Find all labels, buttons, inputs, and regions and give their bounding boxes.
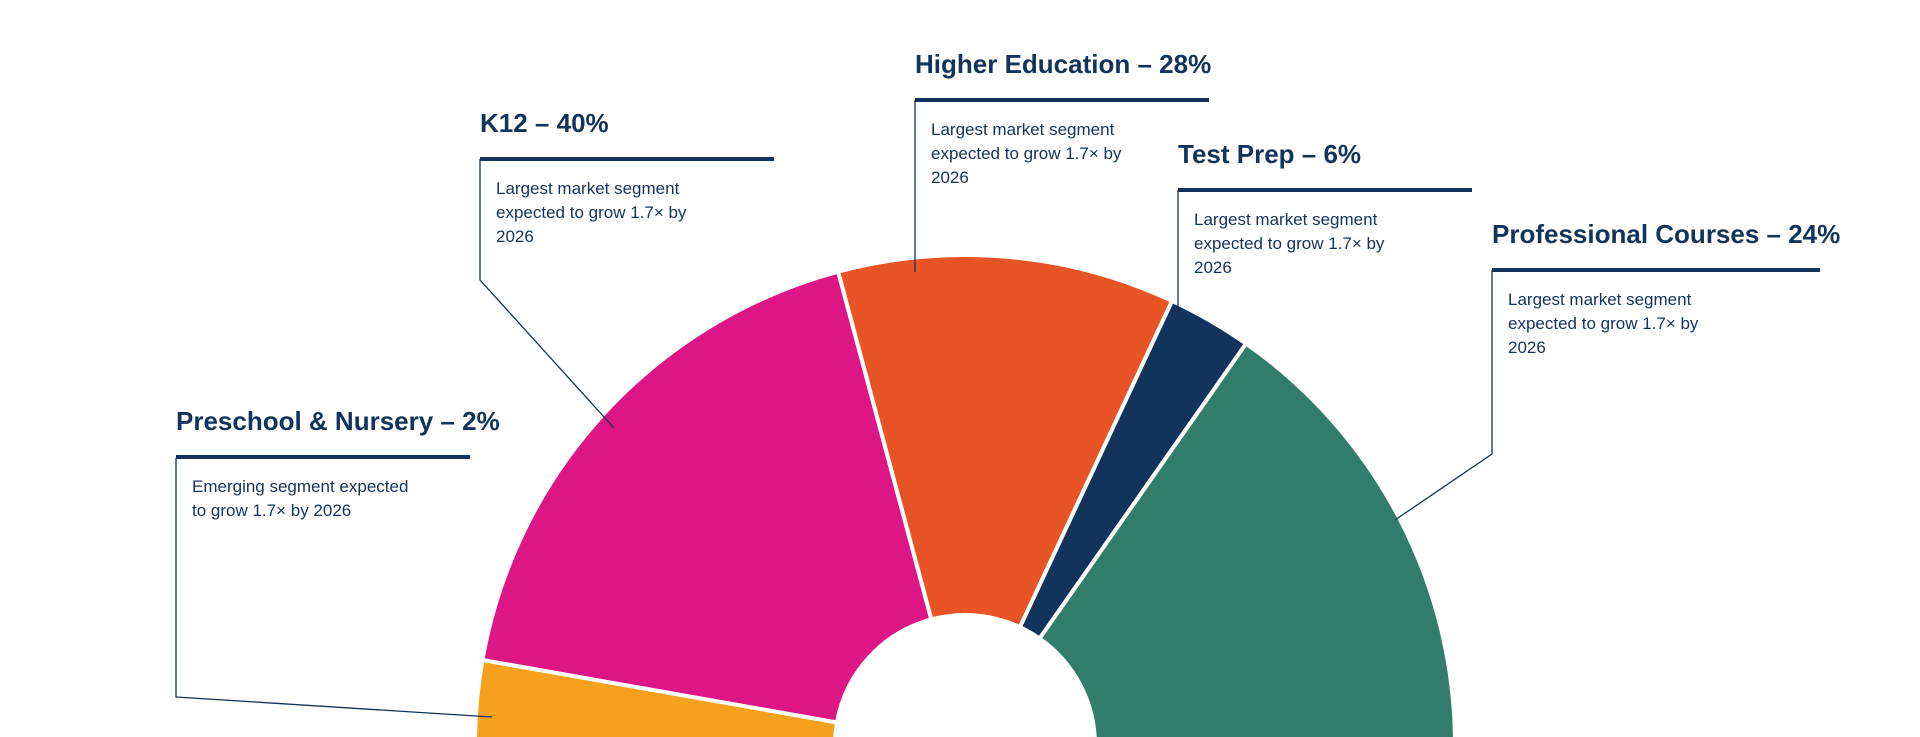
slice-description-line: Largest market segment bbox=[1194, 210, 1378, 229]
label-higher-education: Higher Education – 28% Largest market seg… bbox=[914, 49, 1211, 272]
leader-line bbox=[1394, 270, 1493, 521]
slice-title: Higher Education – 28% bbox=[915, 49, 1211, 79]
label-preschool-nursery: Preschool & Nursery – 2% Emerging segment… bbox=[175, 406, 500, 718]
leader-line bbox=[479, 159, 615, 429]
slice-higher-education[interactable] bbox=[836, 253, 1175, 630]
slice-professional-courses[interactable] bbox=[1037, 341, 1457, 737]
slice-description-line: Emerging segment expected bbox=[192, 477, 408, 496]
label-test-prep: Test Prep – 6% Largest market segment expe… bbox=[1177, 139, 1472, 316]
label-k12: K12 – 40% Largest market segment expected … bbox=[479, 108, 774, 429]
slice-title: Test Prep – 6% bbox=[1178, 139, 1361, 169]
label-professional-courses: Professional Courses – 24% Largest market… bbox=[1394, 219, 1840, 521]
slice-description-line: 2026 bbox=[1508, 338, 1546, 357]
slice-description-line: expected to grow 1.7× by bbox=[931, 144, 1122, 163]
slice-description-line: to grow 1.7× by 2026 bbox=[192, 501, 351, 520]
labels-layer: Preschool & Nursery – 2% Emerging segment… bbox=[175, 49, 1840, 718]
slice-description-line: 2026 bbox=[1194, 258, 1232, 277]
slice-description-line: Largest market segment bbox=[1508, 290, 1692, 309]
leader-line bbox=[175, 458, 493, 718]
slice-description-line: expected to grow 1.7× by bbox=[1508, 314, 1699, 333]
slice-description-line: expected to grow 1.7× by bbox=[1194, 234, 1385, 253]
slice-description-line: Largest market segment bbox=[496, 179, 680, 198]
slices-layer bbox=[473, 253, 1457, 737]
slice-k12[interactable] bbox=[480, 269, 934, 725]
slice-description-line: 2026 bbox=[931, 168, 969, 187]
slice-title: Preschool & Nursery – 2% bbox=[176, 406, 500, 436]
slice-description-line: Largest market segment bbox=[931, 120, 1115, 139]
slice-description-line: expected to grow 1.7× by bbox=[496, 203, 687, 222]
slice-description-line: 2026 bbox=[496, 227, 534, 246]
slice-title: Professional Courses – 24% bbox=[1492, 219, 1840, 249]
slice-title: K12 – 40% bbox=[480, 108, 609, 138]
